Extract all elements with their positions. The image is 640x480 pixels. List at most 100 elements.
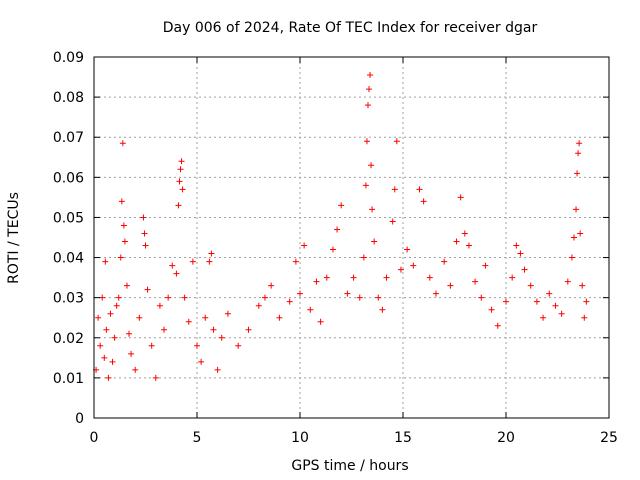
data-point xyxy=(368,162,375,169)
data-point xyxy=(268,282,275,289)
data-point xyxy=(117,254,124,261)
data-point xyxy=(389,218,396,225)
data-point xyxy=(176,178,183,185)
data-point xyxy=(513,242,520,249)
data-point xyxy=(369,206,376,213)
y-tick-label: 0.05 xyxy=(53,210,84,226)
data-point xyxy=(136,314,143,321)
data-point xyxy=(120,222,127,229)
data-point xyxy=(367,72,374,79)
y-tick-label: 0.08 xyxy=(53,90,84,106)
y-tick-label: 0.06 xyxy=(53,170,84,186)
data-point xyxy=(111,334,118,341)
x-tick-label: 15 xyxy=(394,430,412,446)
data-point xyxy=(161,326,168,333)
data-point xyxy=(363,138,370,145)
data-point xyxy=(103,326,110,333)
data-point xyxy=(198,358,205,365)
data-point xyxy=(575,150,582,157)
tick-marks xyxy=(93,56,610,419)
data-point xyxy=(208,250,215,257)
data-point xyxy=(488,306,495,313)
data-point xyxy=(261,294,268,301)
data-point xyxy=(123,282,130,289)
data-point xyxy=(224,310,231,317)
plot-frame xyxy=(93,56,610,419)
data-point xyxy=(577,230,584,237)
data-point xyxy=(570,234,577,241)
data-point xyxy=(494,322,501,329)
data-point xyxy=(105,374,112,381)
data-point xyxy=(478,294,485,301)
data-point xyxy=(568,254,575,261)
data-point xyxy=(362,182,369,189)
data-point xyxy=(142,242,149,249)
data-point xyxy=(375,294,382,301)
data-point xyxy=(185,318,192,325)
data-point xyxy=(533,298,540,305)
data-point xyxy=(95,314,102,321)
data-point xyxy=(255,302,262,309)
x-tick-label: 10 xyxy=(291,430,309,446)
data-point xyxy=(371,238,378,245)
data-point xyxy=(148,342,155,349)
data-point xyxy=(173,270,180,277)
data-point xyxy=(178,158,185,165)
data-point xyxy=(175,202,182,209)
data-point xyxy=(453,238,460,245)
y-axis-label: ROTI / TECUs xyxy=(6,192,22,284)
data-point xyxy=(426,274,433,281)
data-point xyxy=(432,290,439,297)
data-point xyxy=(313,278,320,285)
data-point xyxy=(210,326,217,333)
data-point xyxy=(115,294,122,301)
data-point xyxy=(416,186,423,193)
data-point xyxy=(297,290,303,297)
chart-title: Day 006 of 2024, Rate Of TEC Index for r… xyxy=(163,20,538,36)
data-point xyxy=(344,290,351,297)
data-point xyxy=(581,314,588,321)
data-point xyxy=(189,258,196,265)
data-point xyxy=(194,342,200,349)
data-point xyxy=(128,350,135,357)
data-point xyxy=(404,246,411,253)
y-tick-label: 0 xyxy=(75,411,84,427)
x-tick-label: 25 xyxy=(600,430,618,446)
data-point xyxy=(552,302,559,309)
y-tick-label: 0.07 xyxy=(53,130,84,146)
data-point xyxy=(420,198,427,205)
data-point xyxy=(329,246,336,253)
data-point xyxy=(181,294,188,301)
data-point xyxy=(245,326,252,333)
data-point xyxy=(141,230,148,237)
data-point xyxy=(360,254,367,261)
data-point xyxy=(574,170,581,177)
tick-labels: 0 5 10 15 20 25 0 0.01 0.02 0.03 0.04 0.05 0.06 0.07 0… xyxy=(53,50,618,446)
data-point xyxy=(517,250,524,257)
data-point xyxy=(379,306,386,313)
data-point xyxy=(540,314,547,321)
data-point xyxy=(366,86,373,93)
data-point xyxy=(391,186,398,193)
data-point xyxy=(317,318,324,325)
data-point xyxy=(383,274,390,281)
data-point xyxy=(397,266,404,273)
data-point xyxy=(465,242,472,249)
data-point xyxy=(509,274,516,281)
data-point xyxy=(126,330,133,337)
data-point xyxy=(503,298,509,305)
grid-lines xyxy=(94,57,609,418)
data-point xyxy=(350,274,357,281)
data-point xyxy=(558,310,565,317)
data-point xyxy=(576,140,583,147)
data-point xyxy=(307,306,314,313)
data-point xyxy=(179,186,186,193)
data-point xyxy=(364,102,371,109)
data-point xyxy=(132,366,139,373)
data-point xyxy=(97,342,104,349)
data-point xyxy=(202,314,209,321)
data-point xyxy=(144,286,151,293)
data-point xyxy=(276,314,283,321)
y-tick-label: 0.01 xyxy=(53,371,84,387)
y-tick-label: 0.04 xyxy=(53,251,84,267)
